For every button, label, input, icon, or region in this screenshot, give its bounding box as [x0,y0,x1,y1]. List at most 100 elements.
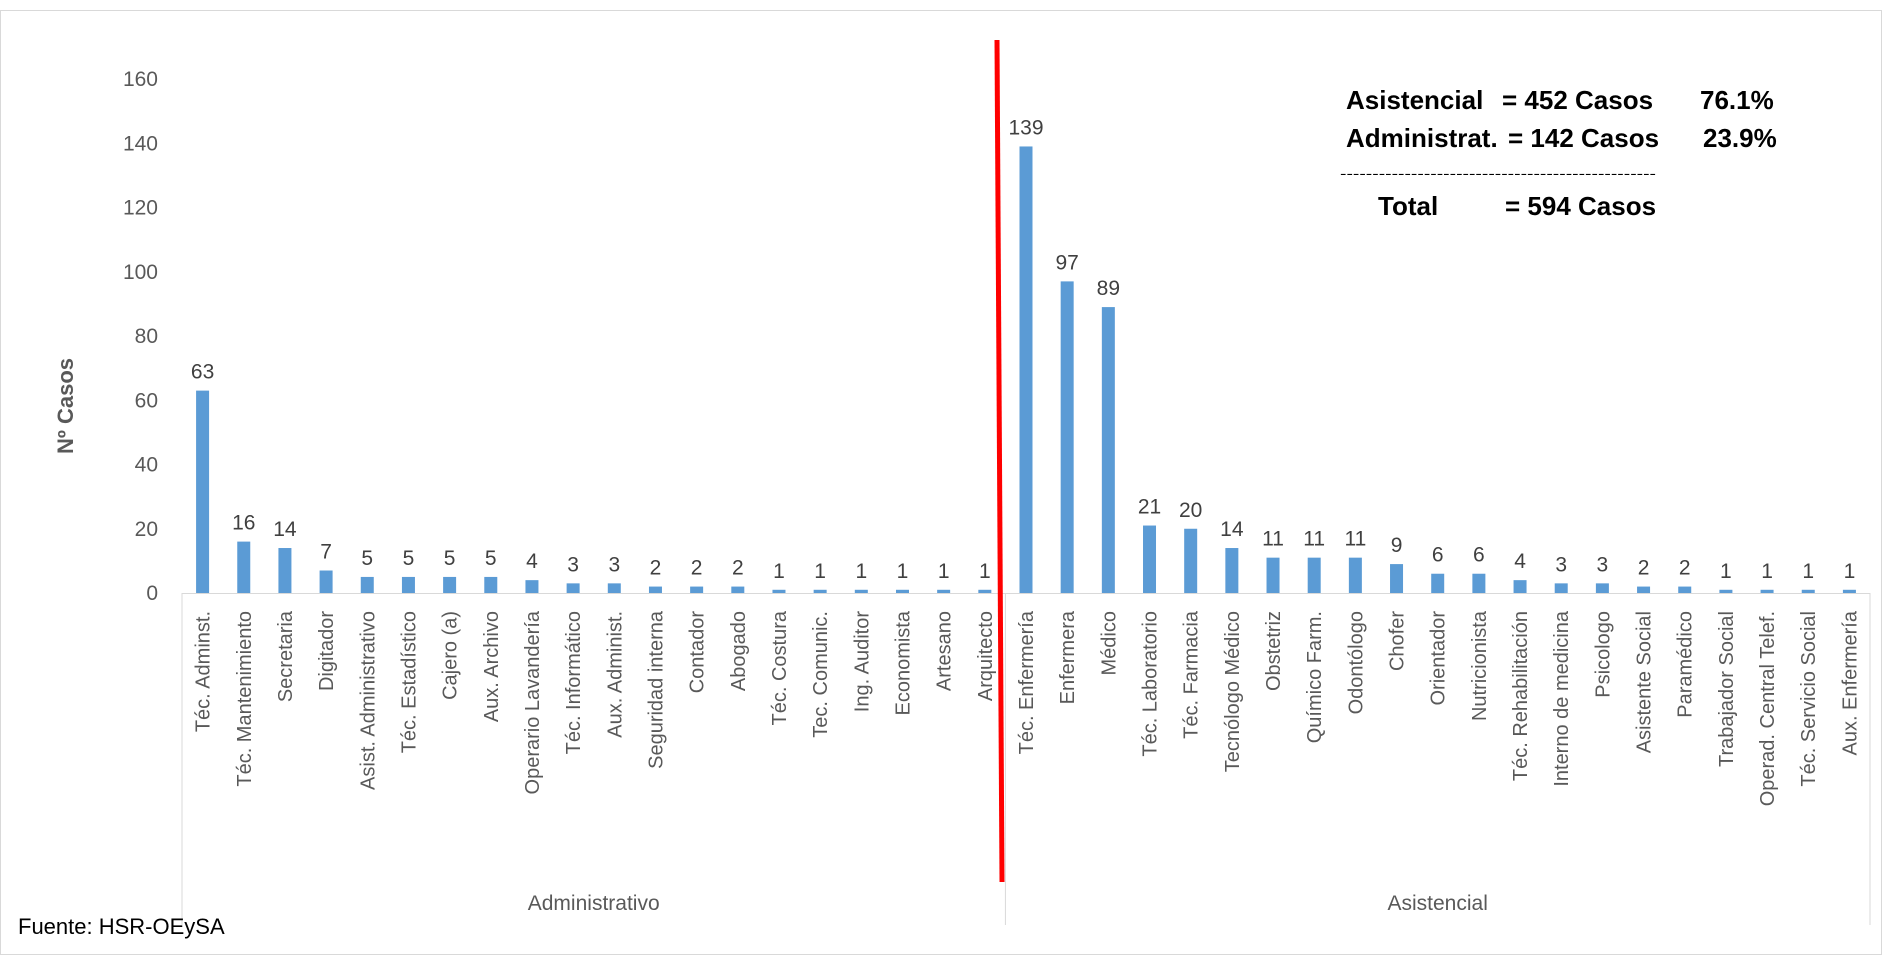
bar [1019,146,1033,593]
data-label: 1 [897,560,909,583]
bar [1842,589,1856,593]
category-label: Operario Lavandería [522,610,544,794]
bar [1801,589,1815,593]
category-label: Artesano [934,611,956,691]
category-label: Aux. Enfermería [1839,610,1861,755]
summary-total-count: = 594 Casos [1505,191,1656,221]
summary-row-asistencial-label: Asistencial [1346,85,1483,115]
data-label: 89 [1097,277,1120,300]
bar [525,580,539,593]
bar [1348,557,1362,593]
bar [566,583,580,593]
data-label: 11 [1344,528,1366,551]
data-label: 6 [1473,544,1485,567]
summary-box: Asistencial = 452 Casos 76.1% Administra… [1340,85,1777,221]
bar [1060,281,1074,593]
y-tick-label: 40 [135,454,158,477]
bar [1225,548,1239,593]
category-label: Téc. Informático [563,611,585,754]
y-tick-label: 120 [123,197,158,220]
category-label: Digitador [316,611,338,691]
data-label: 5 [485,547,497,570]
data-label: 3 [1597,553,1609,576]
data-label: 2 [1638,557,1650,580]
data-label: 2 [691,557,703,580]
data-label: 20 [1179,499,1202,522]
y-tick-label: 0 [146,582,158,605]
category-label: Chofer [1387,611,1409,671]
summary-row-asistencial-count: = 452 Casos [1502,85,1653,115]
data-label: 1 [773,560,785,583]
data-label: 21 [1138,496,1161,519]
y-tick-label: 140 [123,132,158,155]
category-label: Téc. Mantenimiento [234,611,256,787]
data-label: 5 [403,547,415,570]
bar [690,586,704,593]
category-label: Tecnólogo Médico [1222,611,1244,772]
bar [1307,557,1321,593]
bar [1143,525,1157,593]
bar [443,576,457,593]
bar [319,570,333,593]
bar [1101,307,1115,593]
y-tick-label: 100 [123,261,158,284]
data-label: 1 [1720,560,1732,583]
bar [937,589,951,593]
data-label: 1 [1802,560,1814,583]
category-label: Psicologo [1592,611,1614,698]
category-label: Asistente Social [1634,611,1656,753]
data-label: 1 [814,560,826,583]
category-label: Médico [1098,611,1120,675]
bar [1678,586,1692,593]
category-label: Téc. Estadístico [398,611,420,753]
bar [648,586,662,593]
category-label: Arquitecto [975,611,997,701]
data-label: 2 [732,557,744,580]
group-label: Asistencial [1388,892,1488,915]
category-label: Abogado [728,611,750,691]
y-tick-label: 60 [135,389,158,412]
category-label: Economista [892,610,914,715]
category-label: Seguridad interna [645,610,667,769]
data-label: 1 [938,560,950,583]
bars [196,146,1856,593]
data-label: 7 [320,541,332,564]
y-tick-label: 160 [123,68,158,91]
bar [196,390,210,593]
data-label: 5 [361,547,373,570]
bar [1595,583,1609,593]
category-label: Contador [687,611,709,694]
bar [237,541,251,593]
data-label: 3 [1555,553,1567,576]
summary-row-administrativo-pct: 23.9% [1703,123,1777,153]
bar [484,576,498,593]
data-label: 11 [1262,528,1284,551]
category-label: Secretaria [275,610,297,702]
category-label: Paramédico [1675,611,1697,718]
data-label: 14 [273,518,297,541]
summary-row-administrativo-count: = 142 Casos [1508,123,1659,153]
category-label: Orientador [1428,611,1450,706]
category-label: Obstetriz [1263,611,1285,691]
data-label: 1 [1761,560,1773,583]
summary-separator: ----------------------------------------… [1340,165,1656,181]
data-label: 1 [979,560,991,583]
bar [1431,573,1445,593]
bar [813,589,827,593]
category-label: Téc. Adminst. [193,611,215,732]
category-label: Odontólogo [1345,611,1367,714]
data-label: 9 [1391,534,1403,557]
data-label: 1 [855,560,867,583]
category-label: Operad. Central Telef. [1757,611,1779,806]
source-note: Fuente: HSR-OEySA [18,914,225,939]
bar [607,583,621,593]
y-axis-title: Nº Casos [53,358,78,454]
data-label: 139 [1008,116,1043,139]
bar [1554,583,1568,593]
data-label: 1 [1844,560,1856,583]
bar [1266,557,1280,593]
data-label: 4 [1514,550,1526,573]
bar [1390,564,1404,593]
